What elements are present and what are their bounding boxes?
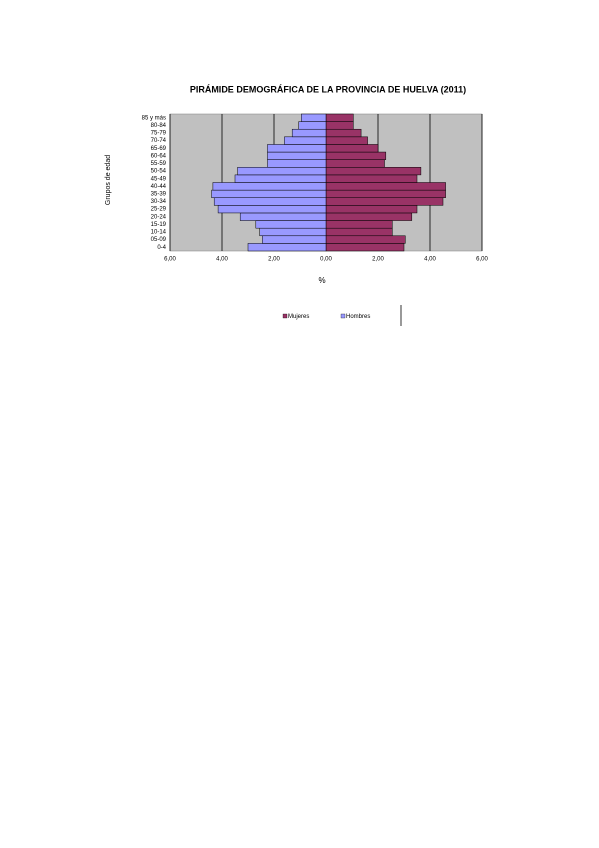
bar (325, 212, 413, 221)
bar (325, 243, 405, 252)
bar (325, 189, 446, 198)
bar (325, 197, 444, 206)
legend-swatch (340, 313, 346, 319)
x-tick-label: 0,00 (320, 257, 332, 263)
bar (284, 136, 327, 145)
bar (325, 159, 385, 168)
y-tick-label: 85 y más (142, 115, 166, 121)
y-tick-label: 45-49 (151, 176, 167, 182)
y-tick-label: 55-59 (151, 161, 167, 167)
chart-title: PIRÁMIDE DEMOGRÁFICA DE LA PROVINCIA DE … (190, 84, 466, 94)
y-tick-label: 20-24 (151, 214, 167, 220)
bar (213, 197, 327, 206)
y-tick-label: 25-29 (151, 207, 167, 213)
y-tick-label: 35-39 (151, 191, 167, 197)
y-tick-label: 40-44 (151, 184, 167, 190)
bar (267, 151, 327, 160)
bar (301, 113, 327, 122)
legend-label: Mujeres (288, 314, 309, 320)
bar (325, 144, 379, 153)
x-tick-label: 6,00 (164, 257, 176, 263)
bar (262, 235, 327, 244)
bar (259, 227, 327, 237)
x-tick-label: 2,00 (372, 257, 384, 263)
bar (325, 113, 354, 122)
bar (325, 151, 387, 160)
bar (267, 144, 327, 153)
x-tick-label: 4,00 (216, 257, 228, 263)
y-tick-label: 80-84 (151, 123, 167, 129)
bar (325, 167, 422, 176)
x-tick-label: 4,00 (424, 257, 436, 263)
bar (325, 220, 393, 229)
bar (211, 189, 327, 198)
y-tick-label: 65-69 (151, 146, 167, 152)
y-tick-label: 0-4 (157, 245, 166, 251)
bar (325, 205, 418, 214)
y-tick-label: 15-19 (151, 222, 167, 228)
y-tick-label: 50-54 (151, 169, 167, 175)
bar (298, 121, 327, 130)
x-axis-label: % (318, 276, 325, 285)
bar (325, 174, 418, 183)
bar (325, 235, 406, 244)
bar (237, 167, 327, 176)
y-axis-label: Grupos de edad (105, 155, 112, 205)
bar (234, 174, 327, 183)
legend-label: Hombres (346, 314, 370, 320)
legend-swatch (282, 313, 288, 319)
bar (325, 128, 362, 138)
y-tick-label: 10-14 (151, 230, 167, 236)
bar (325, 227, 393, 237)
bar (255, 220, 327, 229)
y-tick-label: 60-64 (151, 153, 167, 159)
bar (212, 182, 327, 191)
bar (217, 205, 327, 214)
bar (291, 128, 327, 138)
bar (247, 243, 327, 252)
y-tick-label: 75-79 (151, 131, 167, 137)
bar (239, 212, 327, 221)
bar (325, 136, 368, 145)
y-tick-label: 30-34 (151, 199, 167, 205)
bar (325, 182, 446, 191)
x-tick-label: 6,00 (476, 257, 488, 263)
bar (325, 121, 354, 130)
y-tick-label: 70-74 (151, 138, 167, 144)
y-tick-label: 05-09 (151, 237, 167, 243)
x-tick-label: 2,00 (268, 257, 280, 263)
bar (267, 159, 327, 168)
